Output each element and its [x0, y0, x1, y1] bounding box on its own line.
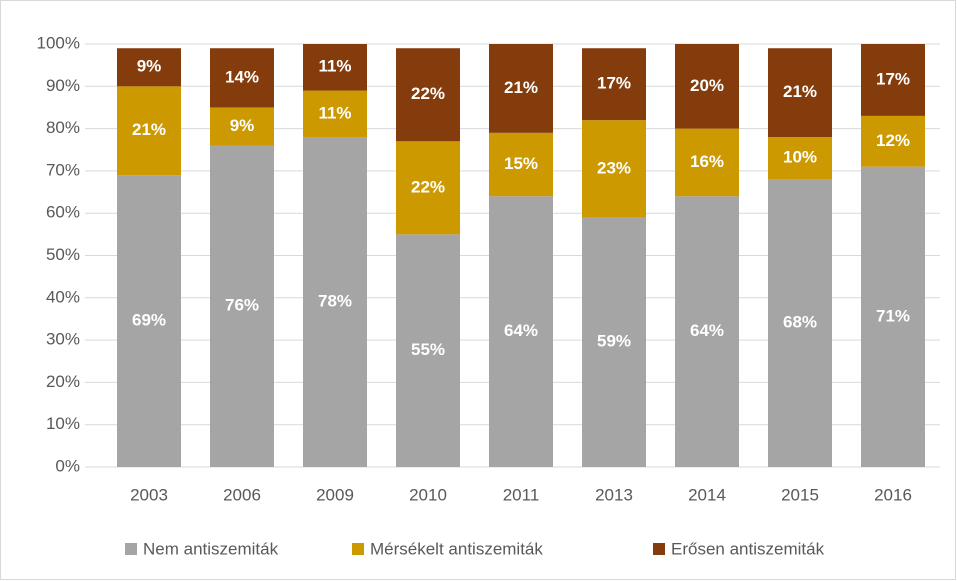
bar-segment: [303, 90, 367, 138]
bar-segment: [582, 120, 646, 218]
bar-segment: [117, 175, 181, 467]
data-label: 17%: [876, 69, 910, 88]
x-tick-label: 2009: [316, 485, 354, 504]
x-tick-label: 2015: [781, 485, 819, 504]
bar-segment: [303, 44, 367, 91]
data-label: 69%: [132, 311, 166, 330]
data-label: 14%: [225, 67, 259, 86]
data-label: 71%: [876, 306, 910, 325]
x-tick-label: 2016: [874, 485, 912, 504]
data-label: 11%: [318, 103, 351, 122]
legend-swatch: [125, 543, 137, 555]
y-tick-label: 70%: [46, 160, 80, 179]
y-tick-label: 60%: [46, 203, 80, 222]
bar-segment: [768, 137, 832, 180]
data-label: 64%: [690, 321, 724, 340]
data-label: 10%: [783, 148, 817, 167]
legend-label: Mérsékelt antiszemiták: [370, 539, 543, 558]
bar-segment: [675, 44, 739, 129]
legend-swatch: [352, 543, 364, 555]
data-label: 15%: [504, 154, 538, 173]
bar-segment: [489, 196, 553, 467]
bar-segment: [396, 48, 460, 142]
y-tick-label: 100%: [37, 33, 80, 52]
data-label: 21%: [132, 120, 166, 139]
legend-label: Erősen antiszemiták: [671, 539, 825, 558]
data-label: 22%: [411, 177, 445, 196]
y-tick-label: 20%: [46, 372, 80, 391]
data-label: 21%: [504, 78, 538, 97]
bar-segment: [396, 234, 460, 467]
x-tick-label: 2014: [688, 485, 726, 504]
bar-segment: [675, 196, 739, 467]
bar-segment: [768, 48, 832, 138]
data-label: 21%: [783, 82, 817, 101]
bar-segment: [861, 166, 925, 468]
bar-segment: [210, 145, 274, 467]
data-label: 17%: [597, 74, 631, 93]
bar-segment: [210, 107, 274, 146]
bar-segment: [396, 141, 460, 235]
data-label: 55%: [411, 340, 445, 359]
x-tick-label: 2011: [503, 485, 540, 504]
y-tick-label: 80%: [46, 118, 80, 137]
bar-segment: [117, 48, 181, 87]
legend-label: Nem antiszemiták: [143, 539, 279, 558]
data-label: 59%: [597, 332, 631, 351]
data-label: 9%: [230, 116, 255, 135]
legend-swatch: [653, 543, 665, 555]
bar-segment: [489, 132, 553, 197]
y-tick-label: 50%: [46, 245, 80, 264]
data-label: 9%: [137, 57, 162, 76]
data-label: 20%: [690, 76, 724, 95]
data-label: 76%: [225, 296, 259, 315]
y-tick-label: 10%: [46, 414, 80, 433]
bar-segment: [675, 128, 739, 197]
bar-segment: [768, 179, 832, 468]
bar-segment: [210, 48, 274, 108]
data-label: 23%: [597, 158, 631, 177]
data-label: 68%: [783, 313, 817, 332]
bar-segment: [861, 115, 925, 167]
data-label: 16%: [690, 152, 724, 171]
x-tick-label: 2013: [595, 485, 633, 504]
bar-segment: [303, 137, 367, 467]
y-tick-label: 0%: [55, 456, 80, 475]
data-label: 78%: [318, 292, 352, 311]
bar-segment: [117, 86, 181, 176]
data-label: 64%: [504, 321, 538, 340]
x-tick-label: 2010: [409, 485, 447, 504]
data-label: 22%: [411, 84, 445, 103]
bar-segment: [489, 44, 553, 133]
bar-segment: [861, 44, 925, 116]
x-tick-label: 2006: [223, 485, 261, 504]
bar-segment: [582, 217, 646, 467]
y-tick-label: 40%: [46, 287, 80, 306]
data-label: 11%: [318, 57, 351, 76]
y-tick-label: 90%: [46, 76, 80, 95]
bar-segment: [582, 48, 646, 121]
data-label: 12%: [876, 131, 910, 150]
y-tick-label: 30%: [46, 330, 80, 349]
x-tick-label: 2003: [130, 485, 168, 504]
